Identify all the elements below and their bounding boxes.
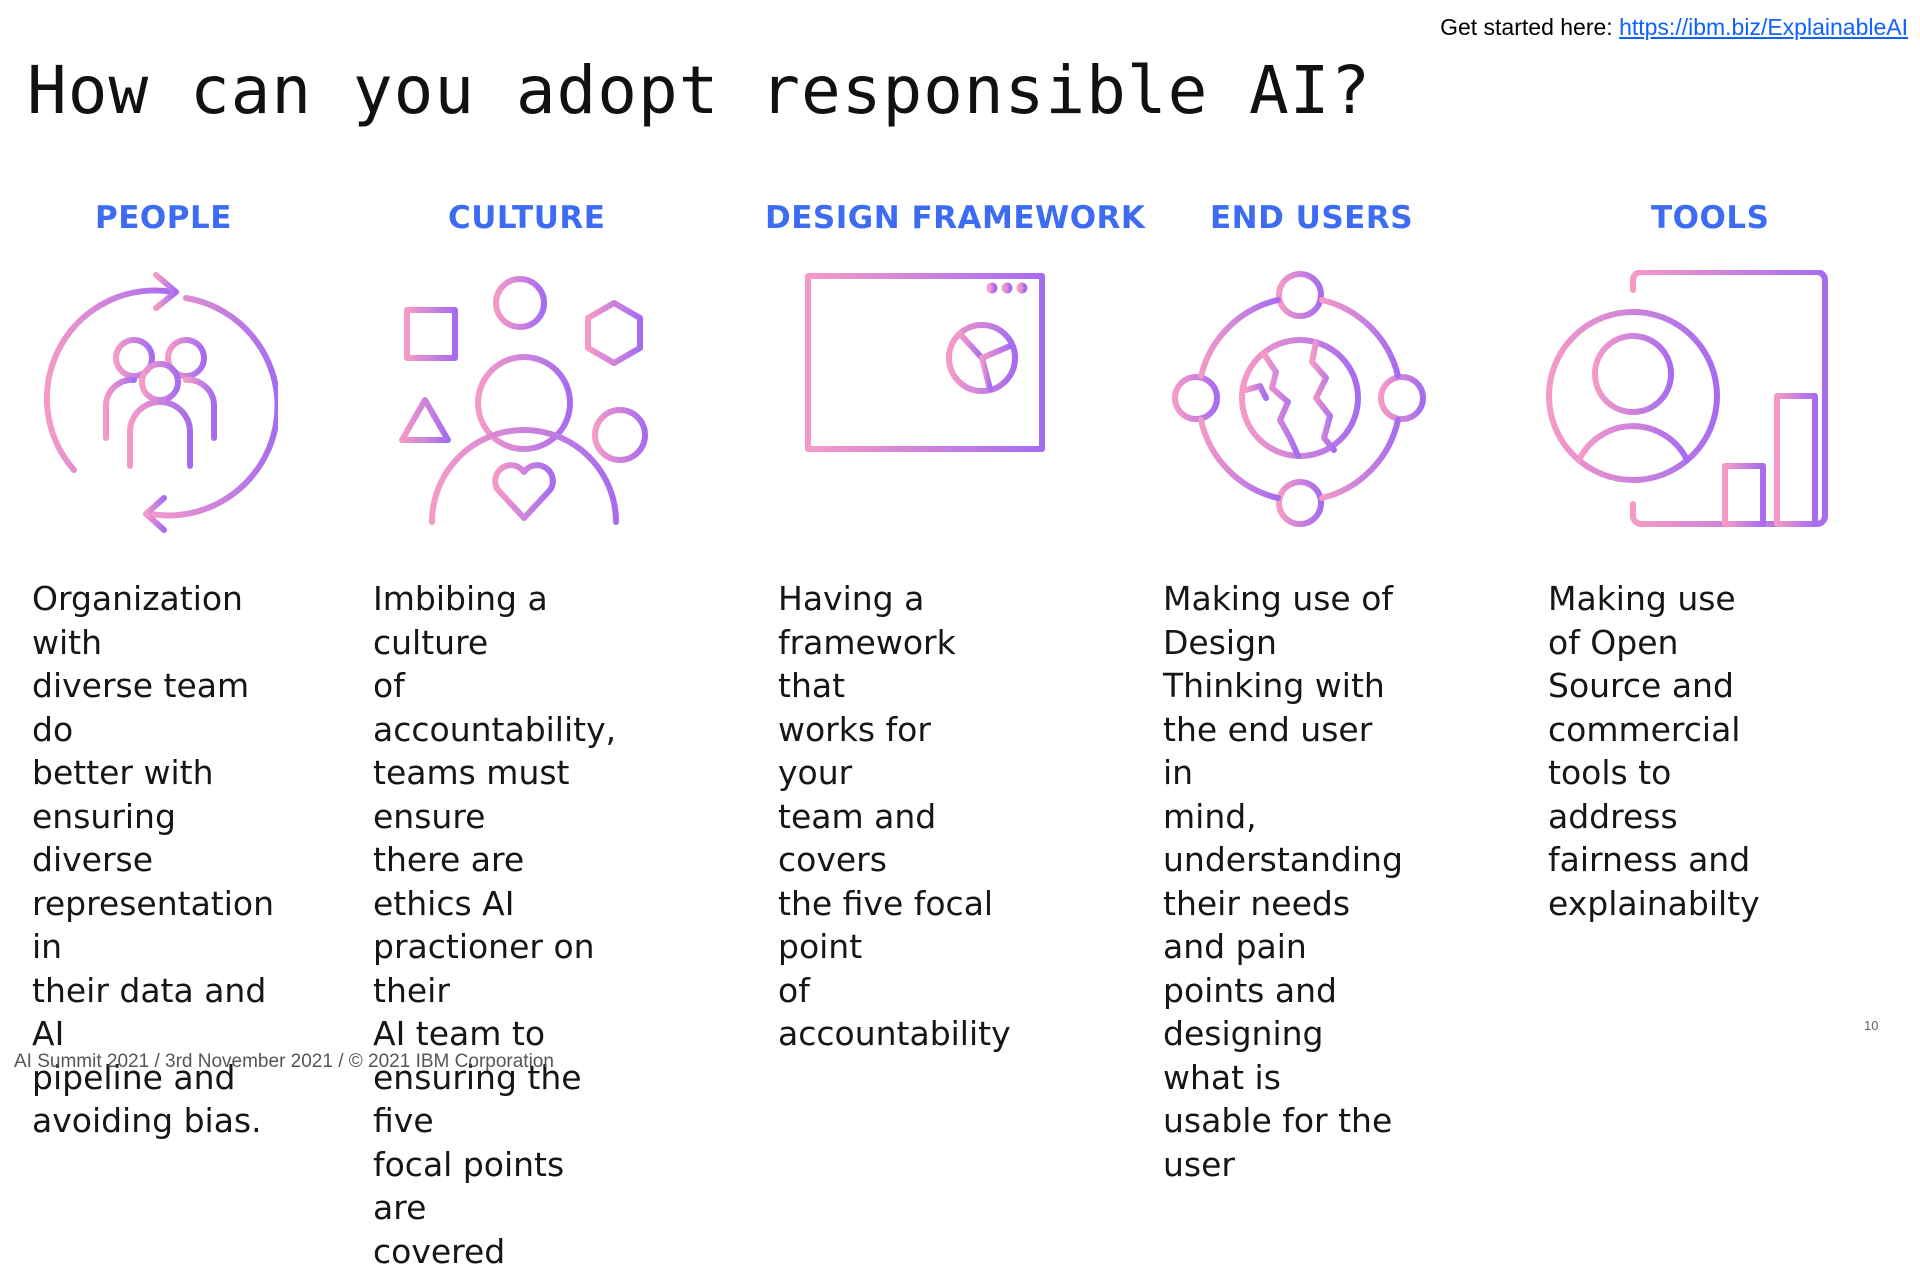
pillar-description: Having a framework that works for your t… xyxy=(778,579,1011,1053)
pillar-description: Imbibing a culture of accountability, te… xyxy=(373,579,617,1271)
get-started-link-row: Get started here: https://ibm.biz/Explai… xyxy=(1440,14,1908,41)
browser-window-chart-icon xyxy=(805,273,1045,521)
people-cycle-icon xyxy=(43,272,278,533)
pillar-description: Making use of Design Thinking with the e… xyxy=(1163,579,1403,1184)
pillar-heading: END USERS xyxy=(1210,200,1414,236)
pillar-heading: TOOLS xyxy=(1651,200,1770,236)
pillar-description: Making use of Open Source and commercial… xyxy=(1548,579,1760,923)
slide-title: How can you adopt responsible AI? xyxy=(27,52,1372,129)
page-number: 10 xyxy=(1864,1018,1879,1033)
pillar-heading: PEOPLE xyxy=(95,200,232,236)
pillar-description: Organization with diverse team do better… xyxy=(32,579,275,1140)
profile-dashboard-icon xyxy=(1546,270,1828,527)
explainable-ai-link[interactable]: https://ibm.biz/ExplainableAI xyxy=(1619,14,1908,40)
pillar-heading: DESIGN FRAMEWORK xyxy=(765,200,1146,236)
pillar-heading: CULTURE xyxy=(448,200,606,236)
get-started-label: Get started here: xyxy=(1440,14,1613,40)
globe-orbit-icon xyxy=(1172,271,1426,527)
footer-copyright: AI Summit 2021 / 3rd November 2021 / © 2… xyxy=(14,1051,554,1072)
culture-person-shapes-icon xyxy=(399,276,648,525)
